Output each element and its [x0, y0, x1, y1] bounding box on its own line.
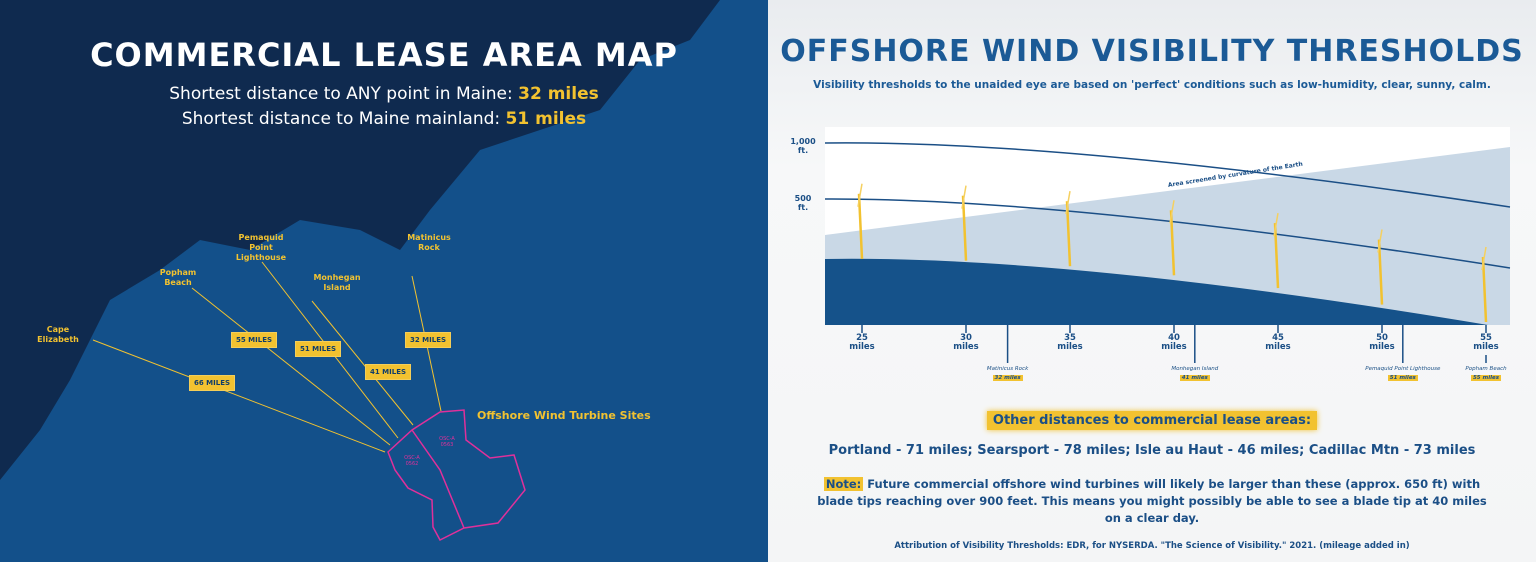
place-label: Pemaquid Point Lighthouse	[235, 233, 287, 262]
500ft-threshold-line	[824, 198, 1511, 269]
turbine-blade	[857, 183, 863, 207]
note: Note: Future commercial offshore wind tu…	[817, 477, 1487, 525]
miles-badge: 32 MILES	[405, 332, 452, 348]
map-title: COMMERCIAL LEASE AREA MAP	[90, 36, 678, 74]
turbine-tower	[1273, 223, 1280, 289]
landmark-label: Matinicus Rock 32 miles	[986, 366, 1029, 381]
place-label: Cape Elizabeth	[37, 325, 79, 344]
distance-lines	[92, 261, 442, 453]
turbine-tower	[1065, 201, 1072, 267]
y-label-500: 500 ft.	[794, 194, 812, 212]
lease-area-map-panel: COMMERCIAL LEASE AREA MAP Shortest dista…	[0, 0, 768, 562]
place-label: Matinicus Rock	[407, 233, 451, 252]
place-label: Popham Beach	[159, 268, 197, 287]
attribution: Attribution of Visibility Thresholds: ED…	[894, 541, 1410, 551]
site-a-label: OSC-A 0562	[404, 455, 420, 467]
sites-label: Offshore Wind Turbine Sites	[477, 409, 651, 422]
place-label: Monhegan Island	[313, 273, 361, 292]
turbine-blade	[1377, 229, 1383, 253]
other-distances-heading: Other distances to commercial lease area…	[768, 409, 1536, 430]
landmark-label: Pemaquid Point Lighthouse 51 miles	[1365, 366, 1441, 381]
site-b-label: OSC-A 0563	[439, 436, 455, 448]
x-ticks	[861, 325, 1487, 363]
turbine-tower	[857, 193, 864, 259]
landmark-label: Monhegan Island 41 miles	[1171, 366, 1219, 381]
x-tick-label: 50 miles	[1369, 333, 1395, 352]
thresholds-title: OFFSHORE WIND VISIBILITY THRESHOLDS	[780, 34, 1524, 69]
x-tick-label: 40 miles	[1161, 333, 1187, 352]
miles-badge: 51 MILES	[295, 341, 342, 357]
miles-badge: 55 MILES	[231, 332, 278, 348]
turbine-blade	[1273, 212, 1279, 237]
shortest-any-point: Shortest distance to ANY point in Maine:…	[169, 84, 599, 104]
x-tick-label: 25 miles	[849, 333, 875, 352]
turbine-tower	[961, 195, 968, 261]
thresholds-subtitle: Visibility thresholds to the unaided eye…	[813, 79, 1491, 91]
earth-curvature	[825, 258, 1488, 325]
x-tick-label: 45 miles	[1265, 333, 1291, 352]
turbine-blade	[961, 185, 967, 209]
x-tick-label: 30 miles	[953, 333, 979, 352]
miles-badge: 41 MILES	[365, 364, 412, 380]
miles-badge: 66 MILES	[189, 375, 236, 391]
x-tick-label: 35 miles	[1057, 333, 1083, 352]
shortest-mainland: Shortest distance to Maine mainland: 51 …	[181, 109, 587, 129]
turbine-tower	[1169, 210, 1176, 276]
wind-turbine-sites-outline	[387, 409, 526, 541]
turbine-tower	[1481, 256, 1488, 323]
visibility-thresholds-panel: OFFSHORE WIND VISIBILITY THRESHOLDS Visi…	[768, 0, 1536, 562]
turbines	[857, 183, 1488, 323]
x-tick-label: 55 miles	[1473, 333, 1499, 352]
y-label-1000: 1,000 ft.	[790, 137, 816, 155]
turbine-blade	[1065, 191, 1071, 215]
maine-coast-land	[0, 0, 720, 480]
turbine-tower	[1377, 239, 1384, 305]
turbine-blade	[1169, 200, 1175, 224]
turbine-blade	[1481, 246, 1487, 271]
landmark-label: Popham Beach 55 miles	[1465, 366, 1507, 381]
visibility-diagram	[824, 127, 1511, 363]
1000ft-threshold-line	[824, 142, 1511, 208]
other-distances: Portland - 71 miles; Searsport - 78 mile…	[828, 443, 1476, 458]
